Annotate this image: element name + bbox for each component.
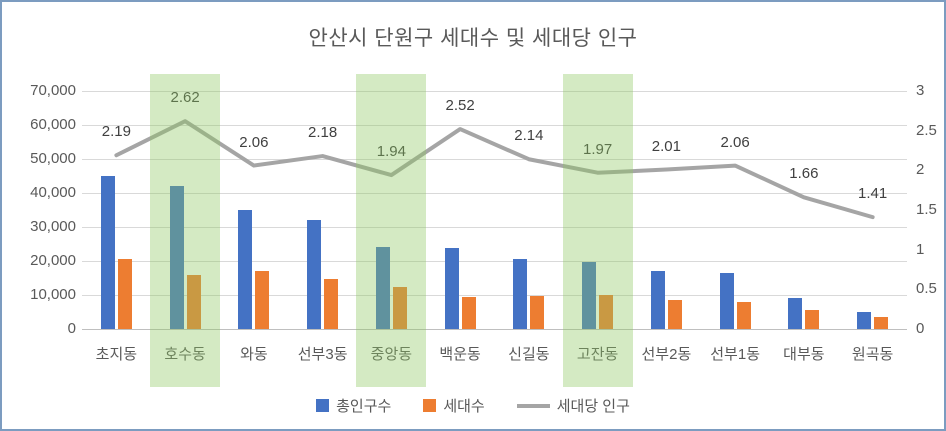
bar-total-population-4 <box>375 247 390 329</box>
bar-total-population-6 <box>513 258 528 329</box>
right-axis-tick-label-4: 2 <box>916 161 925 179</box>
bar-total-population-8 <box>650 270 665 329</box>
right-axis-tick-label-1: 0.5 <box>916 280 937 298</box>
chart-title: 안산시 단원구 세대수 및 세대당 인구 <box>308 27 638 50</box>
legend: 총인구수 세대수 세대당 인구 <box>2 395 944 416</box>
bar-total-population-0 <box>100 176 115 329</box>
left-axis-tick-label-3: 30,000 <box>30 218 76 235</box>
line-data-label-0: 2.19 <box>101 123 131 141</box>
left-axis-tick-label-7: 70,000 <box>30 82 76 99</box>
bar-total-population-10 <box>788 298 803 329</box>
bar-households-11 <box>874 316 889 329</box>
line-data-label-5: 2.52 <box>445 97 475 115</box>
line-data-label-3: 2.18 <box>308 124 338 142</box>
x-axis-baseline <box>82 329 907 330</box>
line-data-label-4: 1.94 <box>376 143 406 161</box>
highlight-band-1 <box>150 74 221 387</box>
legend-label-persons-per-household: 세대당 인구 <box>556 398 630 415</box>
legend-item-households: 세대수 <box>423 395 485 416</box>
x-axis-label-2: 와동 <box>240 346 268 363</box>
bar-total-population-11 <box>857 312 872 329</box>
line-data-label-7: 1.97 <box>583 140 613 158</box>
line-data-label-2: 2.06 <box>239 133 269 151</box>
bar-households-10 <box>805 310 820 329</box>
x-axis-label-9: 선부1동 <box>710 346 760 363</box>
legend-swatch-total-population <box>316 399 330 412</box>
x-axis-label-8: 선부2동 <box>641 346 692 363</box>
legend-swatch-households <box>423 399 437 412</box>
bar-total-population-5 <box>444 247 459 329</box>
bar-total-population-9 <box>719 272 734 329</box>
legend-swatch-persons-per-household <box>516 403 550 408</box>
bar-households-1 <box>186 274 201 329</box>
x-axis-label-1: 호수동 <box>164 346 206 363</box>
bar-households-9 <box>736 301 751 329</box>
gridline <box>82 91 907 92</box>
x-axis-label-3: 선부3동 <box>297 346 348 363</box>
bar-households-4 <box>392 286 407 329</box>
bar-households-5 <box>461 296 476 329</box>
left-axis-tick-label-2: 20,000 <box>30 252 76 269</box>
legend-label-households: 세대수 <box>443 398 485 415</box>
x-axis-label-11: 원곡동 <box>851 346 894 363</box>
gridline <box>82 159 907 160</box>
left-axis-tick-label-6: 60,000 <box>30 116 76 133</box>
bar-total-population-7 <box>582 262 597 329</box>
bar-total-population-3 <box>307 220 322 329</box>
x-axis-label-7: 고잔동 <box>576 346 619 363</box>
x-axis-label-0: 초지동 <box>95 346 138 363</box>
left-axis-tick-label-1: 10,000 <box>30 286 76 303</box>
bar-households-7 <box>599 295 614 329</box>
right-axis-tick-label-3: 1.5 <box>916 201 937 218</box>
left-axis-tick-label-4: 40,000 <box>30 184 76 201</box>
bar-households-2 <box>255 270 270 329</box>
bar-households-6 <box>530 296 545 329</box>
bar-households-0 <box>117 258 132 329</box>
line-data-label-1: 2.62 <box>170 89 200 107</box>
highlight-band-4 <box>356 74 427 387</box>
right-axis-tick-label-0: 0 <box>916 320 925 337</box>
x-axis-label-5: 백운동 <box>439 346 481 363</box>
line-data-label-10: 1.66 <box>789 165 819 183</box>
gridline <box>82 295 907 296</box>
gridline <box>82 261 907 262</box>
line-data-label-9: 2.06 <box>720 133 750 151</box>
gridline <box>82 227 907 228</box>
legend-label-total-population: 총인구수 <box>336 398 392 415</box>
line-data-label-11: 1.41 <box>858 185 888 203</box>
left-axis-tick-label-5: 50,000 <box>30 150 76 167</box>
x-axis-label-4: 중앙동 <box>370 346 413 363</box>
right-axis-tick-label-5: 2.5 <box>916 121 937 139</box>
bar-total-population-1 <box>169 186 184 329</box>
bar-total-population-2 <box>238 210 253 329</box>
line-data-label-6: 2.14 <box>514 127 544 145</box>
right-axis-tick-label-2: 1 <box>916 240 925 258</box>
x-axis-label-6: 신길동 <box>508 346 550 363</box>
highlight-band-7 <box>562 74 633 387</box>
legend-item-total-population: 총인구수 <box>316 395 391 416</box>
legend-item-persons-per-household: 세대당 인구 <box>516 395 630 416</box>
bar-households-3 <box>324 279 339 329</box>
right-axis-tick-label-6: 3 <box>916 82 925 99</box>
x-axis-label-10: 대부동 <box>783 346 825 363</box>
gridline <box>82 193 907 194</box>
line-data-label-8: 2.01 <box>651 137 681 155</box>
bar-households-8 <box>667 300 682 329</box>
gridline <box>82 125 907 126</box>
left-axis-tick-label-0: 0 <box>67 320 76 337</box>
